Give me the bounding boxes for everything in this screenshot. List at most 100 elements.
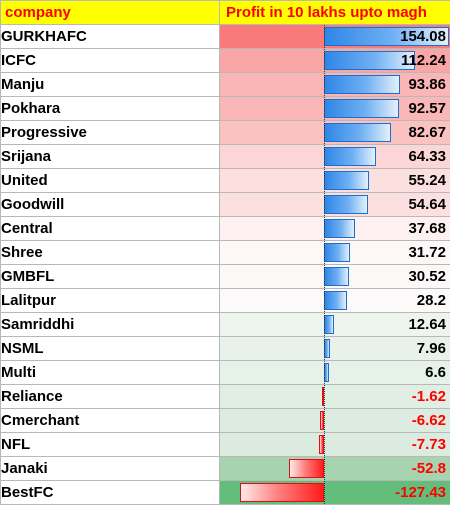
data-bar <box>324 267 349 286</box>
data-bar <box>322 387 324 406</box>
data-bar <box>324 171 369 190</box>
zero-axis <box>324 241 325 264</box>
company-cell[interactable]: GURKHAFC <box>0 24 220 49</box>
profit-cell[interactable]: 55.24 <box>219 168 450 193</box>
data-bar <box>324 315 335 334</box>
table-row: NFL -7.73 <box>0 432 450 457</box>
profit-cell[interactable]: 93.86 <box>219 72 450 97</box>
profit-value: -7.73 <box>411 436 446 453</box>
table-row: Lalitpur 28.2 <box>0 288 450 313</box>
header-row: company Profit in 10 lakhs upto magh <box>0 0 450 25</box>
company-cell[interactable]: GMBFL <box>0 264 220 289</box>
profit-value: 30.52 <box>408 268 446 285</box>
table-row: United 55.24 <box>0 168 450 193</box>
profit-cell[interactable]: -52.8 <box>219 456 450 481</box>
data-bar <box>324 147 377 166</box>
data-bar <box>324 243 350 262</box>
zero-axis <box>324 313 325 336</box>
data-bar <box>239 483 324 502</box>
data-bar <box>324 99 400 118</box>
zero-axis <box>324 25 325 48</box>
zero-axis <box>324 433 325 456</box>
zero-axis <box>324 385 325 408</box>
profit-cell[interactable]: 6.6 <box>219 360 450 385</box>
table-row: ICFC 112.24 <box>0 48 450 73</box>
header-profit[interactable]: Profit in 10 lakhs upto magh <box>219 0 450 25</box>
data-bar <box>324 195 369 214</box>
zero-axis <box>324 337 325 360</box>
profit-value: 154.08 <box>400 28 446 45</box>
profit-cell[interactable]: 7.96 <box>219 336 450 361</box>
profit-cell[interactable]: 31.72 <box>219 240 450 265</box>
table-row: Janaki -52.8 <box>0 456 450 481</box>
zero-axis <box>324 145 325 168</box>
table-row: Reliance -1.62 <box>0 384 450 409</box>
profit-cell[interactable]: 64.33 <box>219 144 450 169</box>
company-cell[interactable]: United <box>0 168 220 193</box>
profit-cell[interactable]: 82.67 <box>219 120 450 145</box>
data-bar <box>324 291 347 310</box>
data-bar <box>319 411 324 430</box>
zero-axis <box>324 217 325 240</box>
company-cell[interactable]: Shree <box>0 240 220 265</box>
company-cell[interactable]: NFL <box>0 432 220 457</box>
zero-axis <box>324 73 325 96</box>
table-row: Goodwill 54.64 <box>0 192 450 217</box>
profit-value: 93.86 <box>408 76 446 93</box>
company-cell[interactable]: BestFC <box>0 480 220 505</box>
zero-axis <box>324 409 325 432</box>
table-row: Pokhara 92.57 <box>0 96 450 121</box>
profit-cell[interactable]: 154.08 <box>219 24 450 49</box>
company-cell[interactable]: NSML <box>0 336 220 361</box>
company-cell[interactable]: Srijana <box>0 144 220 169</box>
table-row: Progressive 82.67 <box>0 120 450 145</box>
company-cell[interactable]: Lalitpur <box>0 288 220 313</box>
company-cell[interactable]: Pokhara <box>0 96 220 121</box>
company-cell[interactable]: ICFC <box>0 48 220 73</box>
profit-cell[interactable]: -7.73 <box>219 432 450 457</box>
zero-axis <box>324 169 325 192</box>
profit-value: 37.68 <box>408 220 446 237</box>
table-row: Manju 93.86 <box>0 72 450 97</box>
profit-cell[interactable]: 37.68 <box>219 216 450 241</box>
profit-value: -1.62 <box>411 388 446 405</box>
company-cell[interactable]: Janaki <box>0 456 220 481</box>
zero-axis <box>324 457 325 480</box>
data-bar <box>318 435 324 454</box>
data-bar <box>289 459 324 478</box>
profit-cell[interactable]: -6.62 <box>219 408 450 433</box>
company-cell[interactable]: Central <box>0 216 220 241</box>
profit-cell[interactable]: 28.2 <box>219 288 450 313</box>
table-row: Samriddhi 12.64 <box>0 312 450 337</box>
profit-value: -6.62 <box>411 412 446 429</box>
table-row: Shree 31.72 <box>0 240 450 265</box>
company-cell[interactable]: Cmerchant <box>0 408 220 433</box>
company-cell[interactable]: Multi <box>0 360 220 385</box>
table-row: GURKHAFC 154.08 <box>0 24 450 49</box>
data-bar <box>324 75 401 94</box>
profit-value: -127.43 <box>395 484 446 501</box>
profit-value: 31.72 <box>408 244 446 261</box>
table-row: Cmerchant -6.62 <box>0 408 450 433</box>
zero-axis <box>324 121 325 144</box>
table-row: BestFC -127.43 <box>0 480 450 505</box>
company-cell[interactable]: Manju <box>0 72 220 97</box>
profit-cell[interactable]: 12.64 <box>219 312 450 337</box>
company-cell[interactable]: Goodwill <box>0 192 220 217</box>
profit-cell[interactable]: 92.57 <box>219 96 450 121</box>
profit-value: 82.67 <box>408 124 446 141</box>
company-cell[interactable]: Progressive <box>0 120 220 145</box>
zero-axis <box>324 49 325 72</box>
profit-cell[interactable]: -127.43 <box>219 480 450 505</box>
profit-cell[interactable]: 30.52 <box>219 264 450 289</box>
profit-table: company Profit in 10 lakhs upto magh GUR… <box>0 0 450 505</box>
zero-axis <box>324 265 325 288</box>
profit-cell[interactable]: -1.62 <box>219 384 450 409</box>
profit-value: 54.64 <box>408 196 446 213</box>
profit-cell[interactable]: 54.64 <box>219 192 450 217</box>
header-company[interactable]: company <box>0 0 220 25</box>
company-cell[interactable]: Reliance <box>0 384 220 409</box>
company-cell[interactable]: Samriddhi <box>0 312 220 337</box>
profit-cell[interactable]: 112.24 <box>219 48 450 73</box>
table-row: NSML 7.96 <box>0 336 450 361</box>
